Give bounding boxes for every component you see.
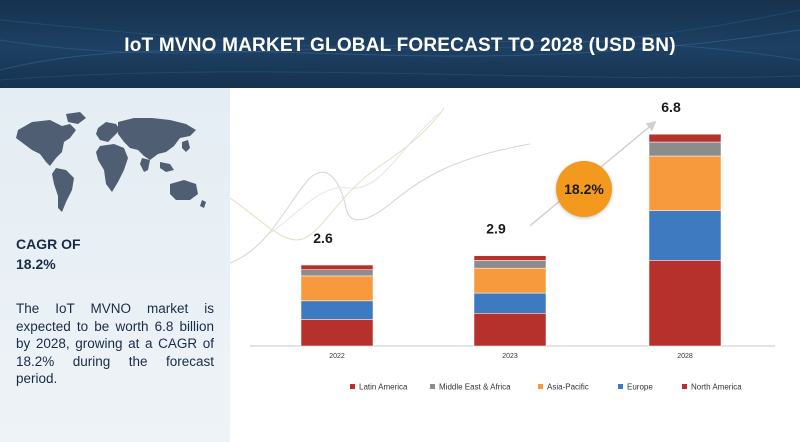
summary-text: The IoT MVNO market is expected to be wo… (16, 301, 214, 386)
x-tick-label: 2022 (329, 353, 345, 360)
bar-total-label: 2.6 (313, 230, 333, 246)
bar-segment (300, 319, 374, 347)
chart-decoration (230, 107, 531, 264)
page-title: IoT MVNO MARKET GLOBAL FORECAST TO 2028 … (124, 35, 676, 56)
bar-segment (300, 300, 374, 320)
bar-segment (648, 155, 722, 211)
cagr-value: 18.2% (16, 256, 56, 272)
legend-item: Europe (618, 382, 653, 391)
legend-item: Asia-Pacific (538, 382, 589, 391)
x-tick-label: 2028 (677, 353, 693, 360)
legend-swatch (618, 384, 623, 390)
bar-segment (648, 141, 722, 157)
legend-label: Asia-Pacific (547, 382, 589, 392)
growth-trend-arrowhead (645, 120, 657, 132)
x-tick-label: 2023 (502, 353, 518, 360)
bar-segment (473, 292, 547, 314)
header-decoration (0, 9, 800, 81)
legend-label: Middle East & Africa (439, 382, 511, 392)
bar-segment (300, 269, 374, 277)
chart-legend: Latin America Middle East & Africa Asia-Pa… (350, 382, 742, 394)
legend-swatch (682, 384, 687, 390)
legend-swatch (538, 384, 543, 390)
bar-segment (648, 260, 722, 347)
bar-segment (473, 255, 547, 261)
legend-item: Middle East & Africa (430, 382, 511, 391)
bar-segment (473, 260, 547, 269)
bar-total-label: 2.9 (486, 221, 506, 237)
bar-segment (300, 264, 374, 270)
bar-segment (473, 313, 547, 347)
chart-area: 2.6 2.9 6.8 2022 2023 2028 18.2% Latin Ameri… (230, 88, 800, 442)
cagr-label: CAGR OF (16, 236, 81, 252)
bar-total-label: 6.8 (661, 99, 681, 115)
legend-swatch (430, 384, 435, 390)
legend-label: Latin America (359, 382, 408, 392)
world-map-icon (16, 112, 206, 212)
bar-segment (300, 275, 374, 302)
legend-item: Latin America (350, 382, 407, 391)
legend-label: North America (691, 382, 742, 392)
growth-badge: 18.2% (556, 161, 612, 217)
bar-segment (648, 133, 722, 143)
legend-item: North America (682, 382, 742, 391)
bar-segment (648, 210, 722, 261)
bar-segment (473, 267, 547, 294)
legend-label: Europe (627, 382, 653, 392)
stacked-bar-chart: 2.6 2.9 6.8 2022 2023 2028 (230, 99, 775, 360)
header-banner: IoT MVNO MARKET GLOBAL FORECAST TO 2028 … (0, 0, 800, 88)
summary-panel: CAGR OF 18.2% The IoT MVNO market is exp… (0, 88, 230, 442)
legend-swatch (350, 384, 355, 390)
